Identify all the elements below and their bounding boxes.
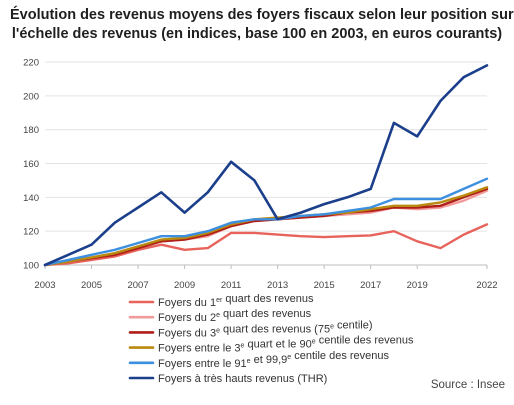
y-axis-ticks: 100 120 140 160 180 200 220 [23, 58, 39, 272]
series-lines [43, 64, 489, 267]
legend-label: Foyers du 2e quart des revenus [158, 308, 312, 324]
legend-item-6: Foyers à très hauts revenus (THR) [128, 373, 327, 385]
legend-item-2: Foyers du 2e quart des revenus [128, 308, 312, 324]
y-tick-label: 200 [23, 91, 39, 102]
chart-title-line-1: Évolution des revenus moyens des foyers … [10, 7, 514, 23]
x-tick-label: 2015 [314, 280, 335, 291]
chart-title-line-2: l'échelle des revenus (en indices, base … [11, 26, 503, 42]
y-tick-label: 120 [23, 227, 39, 238]
x-tick-label: 2007 [127, 280, 148, 291]
y-tick-label: 160 [23, 159, 39, 170]
x-tick-label: 2009 [174, 280, 195, 291]
gridlines [45, 61, 487, 266]
legend-label: Foyers du 3e quart des revenus (75e cent… [158, 319, 373, 339]
x-tick-label: 2011 [221, 280, 241, 291]
y-tick-label: 100 [23, 261, 39, 272]
x-tick-label: 2005 [81, 280, 102, 291]
x-tick-label: 2019 [407, 280, 428, 291]
x-tick-label: 2022 [476, 280, 497, 291]
y-tick-label: 220 [23, 58, 39, 69]
source-note: Source : Insee [431, 379, 505, 391]
legend-label: Foyers du 1er quart des revenus [158, 293, 314, 309]
x-tick-label: 2013 [267, 280, 288, 291]
legend-item-3: Foyers du 3e quart des revenus (75e cent… [128, 319, 373, 339]
legend-label: Foyers entre le 3e quart et le 90e centi… [158, 335, 414, 355]
series-line-5 [43, 177, 489, 267]
series-line-1 [43, 223, 489, 267]
y-tick-label: 180 [23, 125, 39, 136]
chart-title: Évolution des revenus moyens des foyers … [10, 6, 514, 44]
series-line-6 [43, 64, 489, 267]
legend-label: Foyers entre le 91e et 99,9e centile des… [158, 350, 390, 370]
legend-item-4: Foyers entre le 3e quart et le 90e centi… [128, 335, 414, 355]
legend-item-5: Foyers entre le 91e et 99,9e centile des… [128, 350, 390, 370]
legend-label: Foyers à très hauts revenus (THR) [158, 373, 327, 385]
x-tick-label: 2017 [360, 280, 381, 291]
legend-item-1: Foyers du 1er quart des revenus [128, 293, 314, 309]
x-axis-ticks: 2003 2005 2007 2009 2011 2013 2015 2017 2019 2022 [34, 265, 498, 291]
y-tick-label: 140 [23, 193, 39, 204]
x-tick-label: 2003 [34, 280, 55, 291]
